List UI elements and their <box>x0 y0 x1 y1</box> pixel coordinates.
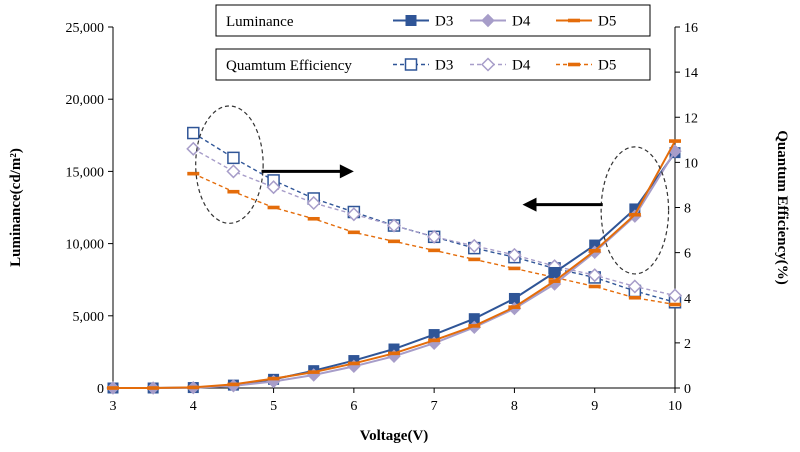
x-tick-label: 8 <box>511 399 518 414</box>
efficiency-point-d5 <box>628 295 641 300</box>
luminance-point-d5 <box>147 386 160 390</box>
tick-labels: 3 4 5 6 7 8 9 1005,00010,00015,00020,00025,0000… <box>66 21 699 414</box>
luminance-point-d5 <box>508 305 521 309</box>
efficiency-point-d4 <box>306 195 321 211</box>
legend-entries: D3 D3 D4 D4 D5 D5 <box>393 14 616 74</box>
legend-marker-luminance-d3 <box>405 15 417 26</box>
efficiency-point-d5 <box>588 284 601 289</box>
luminance-point-d5 <box>468 324 481 328</box>
legend-marker-efficiency-d4 <box>480 57 496 72</box>
efficiency-point-d5 <box>227 189 240 194</box>
efficiency-point-d4 <box>667 288 683 303</box>
luminance-point-d5 <box>227 382 240 387</box>
annotation-arrow-head <box>339 164 354 179</box>
efficiency-point-d4 <box>266 180 281 195</box>
legend-label-luminance-d3: D3 <box>435 14 453 30</box>
right-y-tick-label: 8 <box>684 202 691 217</box>
legend-label-efficiency-d5: D5 <box>598 58 616 74</box>
right-y-tick-label: 6 <box>684 247 691 262</box>
x-tick-label: 5 <box>270 399 277 414</box>
efficiency-point-d3 <box>187 126 200 140</box>
luminance-point-d5 <box>347 361 360 366</box>
efficiency-point-d5 <box>307 216 320 221</box>
right-y-tick-label: 4 <box>684 292 691 307</box>
efficiency-point-d5 <box>669 302 681 307</box>
left-y-tick-label: 20,000 <box>66 93 105 108</box>
legend-title-luminance: Luminance <box>226 14 294 30</box>
right-y-tick-label: 0 <box>684 382 691 397</box>
right-y-axis-title: Quantum Efficiency(%) <box>774 130 790 285</box>
legend-label-efficiency-d3: D3 <box>435 58 453 74</box>
efficiency-point-d5 <box>267 205 280 210</box>
efficiency-point-d4 <box>186 141 201 156</box>
x-tick-label: 7 <box>431 399 438 414</box>
annotation-arrow-head <box>522 197 537 212</box>
luminance-point-d5 <box>628 212 641 217</box>
efficiency-point-d5 <box>468 257 481 262</box>
right-y-tick-label: 2 <box>684 337 691 352</box>
efficiency-point-d4 <box>427 229 442 244</box>
efficiency-point-d5 <box>187 171 200 176</box>
left-y-tick-label: 0 <box>97 382 104 397</box>
x-tick-label: 6 <box>350 399 357 414</box>
legend-title-efficiency: Quamtum Efficiency <box>226 58 352 74</box>
efficiency-point-d5 <box>508 266 521 271</box>
legend-marker-efficiency-d3 <box>404 58 418 71</box>
annotation-ellipse <box>195 105 264 224</box>
x-tick-label: 3 <box>110 399 117 414</box>
legend-marker-efficiency-d5 <box>568 62 580 67</box>
efficiency-point-d3 <box>227 151 240 165</box>
efficiency-point-d5 <box>347 230 360 235</box>
luminance-point-d5 <box>267 376 280 381</box>
left-y-axis-title: Luminance(cd/m²) <box>8 148 24 267</box>
legend-label-efficiency-d4: D4 <box>512 58 531 74</box>
left-y-tick-label: 15,000 <box>66 165 105 180</box>
annotation-ellipse <box>600 146 670 275</box>
luminance-point-d5 <box>548 279 561 283</box>
legend: Luminance Quamtum Efficiency D3D3D4D4D5D… <box>215 4 651 81</box>
efficiency-point-d5 <box>388 239 400 244</box>
luminance-point-d5 <box>669 139 681 143</box>
left-y-tick-label: 25,000 <box>66 21 105 36</box>
x-tick-label: 9 <box>591 399 598 414</box>
luminance-point-d5 <box>388 351 400 356</box>
x-tick-label: 4 <box>190 399 197 414</box>
luminance-point-d5 <box>307 370 320 374</box>
efficiency-point-d4 <box>507 247 522 262</box>
right-y-tick-label: 14 <box>684 66 698 81</box>
right-y-tick-label: 10 <box>684 156 698 171</box>
efficiency-point-d4 <box>226 164 241 179</box>
efficiency-point-d4 <box>587 268 602 283</box>
right-y-tick-label: 16 <box>684 21 698 36</box>
luminance-point-d3 <box>549 266 561 278</box>
x-axis-title: Voltage(V) <box>360 428 429 444</box>
legend-label-luminance-d5: D5 <box>598 14 616 30</box>
luminance-point-d5 <box>588 249 601 253</box>
legend-label-luminance-d4: D4 <box>512 14 531 30</box>
luminance-series <box>106 139 682 395</box>
efficiency-point-d4 <box>386 218 402 233</box>
legend-marker-luminance-d5 <box>568 18 580 23</box>
legend-marker-luminance-d4 <box>481 13 495 28</box>
left-y-tick-label: 10,000 <box>66 238 105 253</box>
annotations <box>195 105 670 275</box>
efficiency-point-d4 <box>627 279 642 294</box>
left-y-tick-label: 5,000 <box>73 310 105 325</box>
efficiency-point-d4 <box>346 207 361 222</box>
efficiency-point-d4 <box>467 238 482 253</box>
luminance-point-d5 <box>428 338 441 343</box>
luminance-point-d5 <box>187 385 200 390</box>
luminance-point-d5 <box>107 386 119 390</box>
efficiency-series <box>186 126 683 309</box>
right-y-tick-label: 12 <box>684 111 698 126</box>
efficiency-point-d5 <box>428 248 441 253</box>
x-tick-label: 10 <box>668 399 682 414</box>
